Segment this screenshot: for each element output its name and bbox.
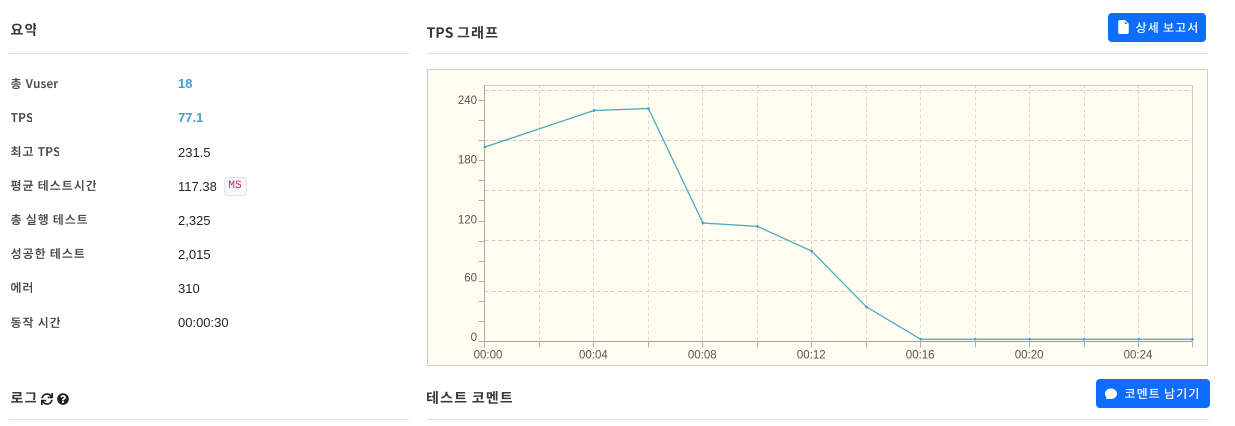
svg-text:60: 60 <box>464 273 477 285</box>
svg-text:00:24: 00:24 <box>1124 350 1153 362</box>
svg-text:120: 120 <box>458 215 477 227</box>
svg-text:00:20: 00:20 <box>1015 350 1044 362</box>
svg-text:00:00: 00:00 <box>474 350 503 362</box>
svg-text:0: 0 <box>471 332 477 344</box>
svg-text:00:16: 00:16 <box>906 350 935 362</box>
svg-text:240: 240 <box>458 95 477 107</box>
svg-text:00:08: 00:08 <box>688 350 717 362</box>
svg-text:00:12: 00:12 <box>797 350 826 362</box>
svg-text:180: 180 <box>458 154 477 166</box>
svg-text:00:04: 00:04 <box>579 350 608 362</box>
